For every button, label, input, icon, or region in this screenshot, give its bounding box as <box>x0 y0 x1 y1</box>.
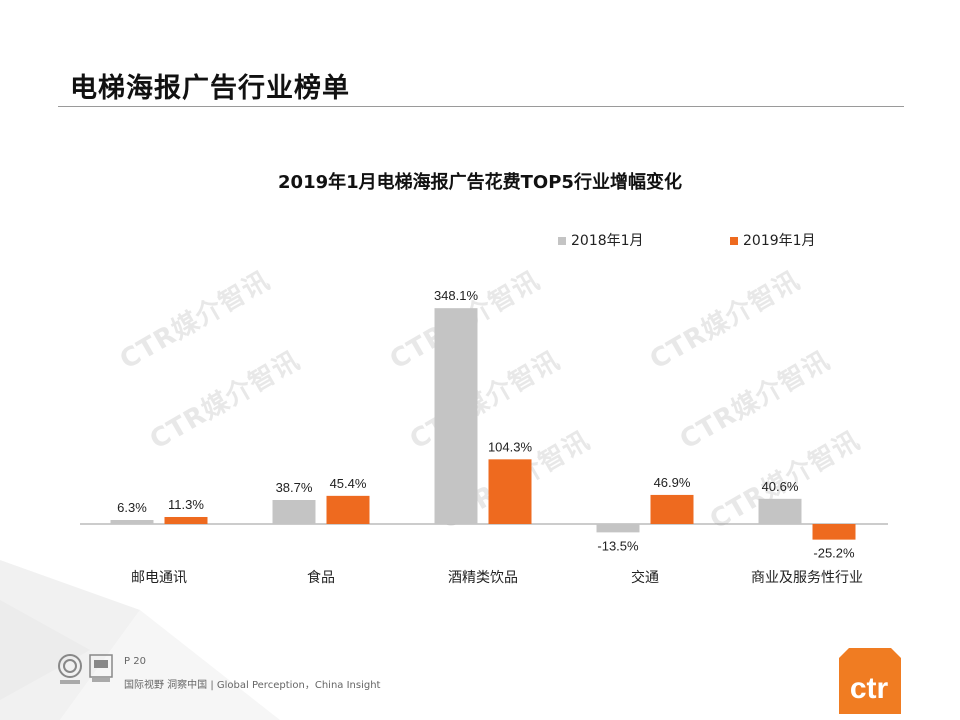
chart-title: 2019年1月电梯海报广告花费TOP5行业增幅变化 <box>278 172 682 193</box>
data-label-2018-3: -13.5% <box>597 538 639 553</box>
page-title: 电梯海报广告行业榜单 <box>70 73 350 104</box>
ctr-logo: ctr <box>835 644 905 714</box>
legend-item-2018: 2018年1月 <box>558 230 644 250</box>
footer-slogan: 国际视野 洞察中国 | Global Perception，China Insi… <box>124 680 381 691</box>
bar-2018-3 <box>596 524 640 533</box>
data-label-2019-1: 45.4% <box>330 476 367 491</box>
data-label-2019-2: 104.3% <box>488 439 533 454</box>
category-label-0: 邮电通讯 <box>131 570 187 586</box>
bar-2019-1 <box>326 495 370 524</box>
bar-2018-2 <box>434 308 478 524</box>
bar-2019-2 <box>488 459 532 524</box>
category-label-3: 交通 <box>631 569 659 586</box>
legend-label-2018: 2018年1月 <box>571 233 644 249</box>
data-label-2018-1: 38.7% <box>276 480 313 495</box>
category-label-2: 酒精类饮品 <box>448 570 518 586</box>
bar-2018-4 <box>758 498 802 524</box>
data-label-2018-4: 40.6% <box>762 479 799 494</box>
certification-logo <box>56 652 118 692</box>
legend-swatch-2019 <box>730 237 738 245</box>
ctr-logo-text: ctr <box>850 672 889 705</box>
data-label-2019-4: -25.2% <box>813 546 855 561</box>
data-label-2019-3: 46.9% <box>654 475 691 490</box>
bar-2018-0 <box>110 520 154 524</box>
data-label-2018-2: 348.1% <box>434 288 479 303</box>
legend-label-2019: 2019年1月 <box>743 233 816 249</box>
data-label-2019-0: 11.3% <box>168 497 204 512</box>
page-number: P 20 <box>124 656 146 667</box>
bar-2019-3 <box>650 494 694 524</box>
bar-2018-1 <box>272 500 316 524</box>
legend-item-2019: 2019年1月 <box>730 230 816 250</box>
category-label-4: 商业及服务性行业 <box>751 570 863 586</box>
title-divider <box>58 106 904 107</box>
category-label-1: 食品 <box>307 569 335 586</box>
bar-2019-4 <box>812 524 856 540</box>
data-label-2018-0: 6.3% <box>117 500 147 515</box>
legend-swatch-2018 <box>558 237 566 245</box>
bar-2019-0 <box>164 516 208 524</box>
